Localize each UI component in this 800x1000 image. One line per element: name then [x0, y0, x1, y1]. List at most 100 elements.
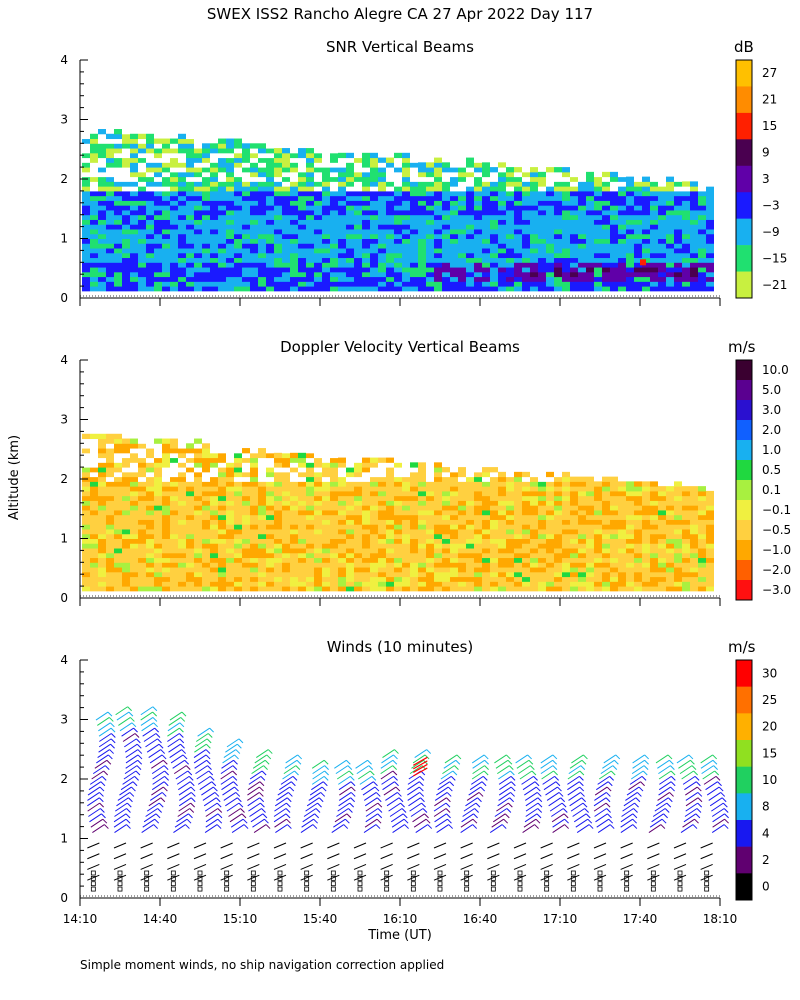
doppler-cell: [202, 586, 210, 592]
snr-cell: [186, 281, 194, 287]
snr-cell: [530, 171, 538, 178]
doppler-cell: [338, 576, 346, 582]
doppler-cell: [506, 586, 514, 592]
snr-cell: [578, 276, 586, 282]
doppler-cell: [114, 443, 122, 449]
snr-cell: [402, 200, 410, 206]
doppler-cell: [642, 514, 650, 520]
snr-cell: [458, 257, 466, 263]
doppler-cell: [570, 476, 578, 482]
doppler-cell: [650, 548, 658, 554]
wind-barb: [365, 802, 379, 812]
snr-cell: [250, 200, 258, 206]
snr-cell: [402, 262, 410, 268]
snr-cell: [370, 162, 378, 168]
snr-cell: [674, 224, 682, 230]
snr-cell: [610, 214, 618, 220]
wind-barb-flag: [350, 786, 356, 792]
doppler-cell: [218, 495, 226, 501]
snr-cell: [194, 195, 202, 201]
doppler-cell: [426, 548, 434, 554]
doppler-cell: [690, 500, 698, 506]
snr-cell: [450, 238, 458, 244]
doppler-cell: [586, 476, 594, 482]
doppler-cell: [98, 519, 106, 525]
wind-barb: [247, 797, 260, 807]
snr-cell: [562, 171, 570, 178]
snr-cell: [562, 190, 570, 197]
snr-cell: [258, 262, 266, 268]
doppler-cell: [458, 514, 466, 520]
doppler-cell: [106, 562, 114, 568]
doppler-cell: [234, 552, 242, 559]
doppler-cell: [322, 533, 330, 539]
snr-cell: [450, 262, 458, 268]
doppler-cell: [482, 552, 490, 559]
doppler-cell: [106, 514, 114, 520]
doppler-cell: [538, 581, 546, 587]
doppler-cell: [634, 500, 642, 506]
doppler-cell: [114, 490, 122, 497]
snr-cell: [346, 233, 354, 239]
doppler-cell: [186, 548, 194, 554]
snr-cell: [250, 195, 258, 201]
snr-cell: [634, 271, 642, 278]
doppler-cell: [594, 509, 602, 516]
wind-barb: [361, 781, 374, 791]
snr-cell: [266, 205, 274, 211]
doppler-cell: [594, 533, 602, 539]
wind-barb: [302, 813, 315, 823]
doppler-cell: [354, 519, 362, 525]
doppler-cell: [322, 538, 330, 544]
doppler-cell: [266, 552, 274, 559]
snr-cell: [490, 171, 498, 178]
doppler-cell: [130, 571, 138, 578]
snr-cell: [698, 252, 706, 259]
snr-cell: [202, 171, 210, 178]
snr-cell: [402, 167, 410, 173]
doppler-cell: [546, 486, 554, 492]
doppler-cell: [530, 543, 538, 549]
snr-cell: [642, 190, 650, 197]
doppler-cell: [386, 519, 394, 525]
doppler-cell: [138, 562, 146, 568]
doppler-cell: [114, 567, 122, 573]
snr-cell: [90, 219, 98, 225]
doppler-cell: [706, 500, 714, 506]
snr-cell: [106, 262, 114, 268]
doppler-cell: [490, 509, 498, 516]
doppler-cell: [514, 576, 522, 582]
snr-cell: [322, 248, 330, 254]
doppler-cell: [306, 509, 314, 516]
snr-cell: [514, 205, 522, 211]
snr-cell: [442, 186, 450, 192]
wind-barb-flag: [238, 738, 244, 744]
snr-cell: [522, 219, 530, 225]
doppler-cell: [498, 567, 506, 573]
snr-cell: [314, 271, 322, 278]
wind-barb: [115, 706, 128, 716]
wind-barb: [282, 770, 295, 780]
snr-cell: [354, 281, 362, 287]
snr-cell: [498, 186, 506, 192]
snr-cell: [386, 214, 394, 220]
snr-cell: [162, 209, 170, 216]
snr-cell: [170, 205, 178, 211]
snr-cell: [434, 243, 442, 249]
doppler-cell: [506, 509, 514, 516]
snr-cell: [298, 219, 306, 225]
doppler-cell: [210, 538, 218, 544]
wind-barb: [357, 770, 371, 780]
doppler-cell: [322, 457, 330, 463]
doppler-cell: [426, 524, 434, 530]
snr-cell: [586, 271, 594, 278]
doppler-cell: [658, 528, 666, 535]
wind-barb-flag: [404, 824, 409, 829]
doppler-cell: [466, 519, 474, 525]
snr-cell: [394, 209, 402, 216]
wind-barb-flag: [295, 765, 301, 770]
snr-cell: [114, 138, 122, 144]
doppler-cell: [90, 471, 98, 478]
snr-cell: [114, 195, 122, 201]
doppler-cell: [610, 524, 618, 530]
